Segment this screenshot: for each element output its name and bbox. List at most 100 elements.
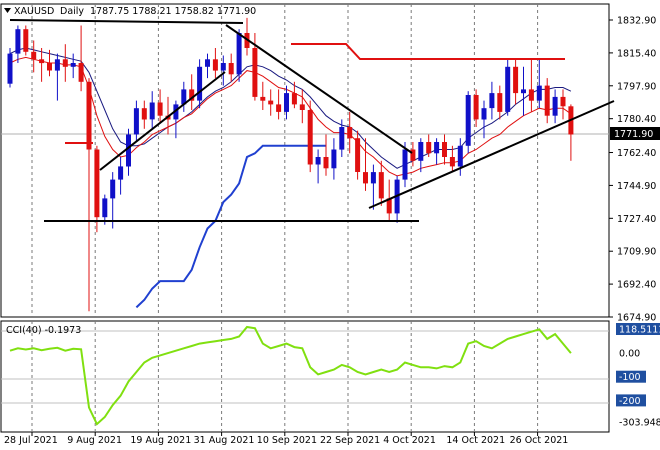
candle-body xyxy=(205,59,210,67)
candle-body xyxy=(31,51,37,60)
y-tick-label: 1692.40 xyxy=(617,280,656,291)
candle-body xyxy=(378,172,384,199)
header-ohlc: 1787.75 1788.21 1758.82 1771.90 xyxy=(90,6,256,17)
y-tick-label: 1709.90 xyxy=(617,247,656,258)
x-tick-label: 19 Aug 2021 xyxy=(130,435,191,446)
candle-body xyxy=(252,48,258,97)
x-axis-ticks: 28 Jul 2021 9 Aug 2021 19 Aug 2021 31 Aug 2… xyxy=(4,432,568,446)
cci-y-axis-ticks: 118.5111 0.00 -100 -200 -303.9481 xyxy=(616,323,660,429)
candle-body xyxy=(47,63,52,71)
rising-trendline-october xyxy=(368,100,615,209)
candle-body xyxy=(291,93,297,105)
candle-body xyxy=(189,89,195,101)
cci-plot-frame xyxy=(0,320,610,433)
x-tick-label: 10 Sep 2021 xyxy=(257,435,317,446)
candle-body xyxy=(39,59,45,64)
x-tick-label: 9 Aug 2021 xyxy=(67,435,122,446)
candle-body xyxy=(331,149,337,169)
x-tick-label: 28 Jul 2021 xyxy=(4,435,58,446)
candle-body xyxy=(181,89,187,105)
y-tick-label: 1674.90 xyxy=(617,313,656,324)
candle-body xyxy=(552,96,558,116)
header-symbol: XAUUSD xyxy=(14,6,54,17)
candle-body xyxy=(149,102,155,120)
candle-body xyxy=(465,95,471,146)
candle-body xyxy=(528,89,534,101)
candle-body xyxy=(426,142,432,154)
candle-body xyxy=(442,142,447,157)
resistance-top-left-line xyxy=(9,19,244,24)
current-price-tag xyxy=(610,127,660,140)
ma-slow-line xyxy=(9,47,572,169)
candle-body xyxy=(78,63,84,82)
cci-reference-lines xyxy=(1,133,609,404)
candle-body xyxy=(410,149,416,161)
candle-body xyxy=(212,59,218,71)
candle-body xyxy=(315,157,321,165)
y-tick-label: 1797.90 xyxy=(617,81,656,92)
candle-body xyxy=(544,85,550,116)
candle-body xyxy=(228,63,234,75)
candle-body xyxy=(560,96,566,107)
candle-body xyxy=(363,172,368,184)
x-tick-label: 4 Oct 2021 xyxy=(383,435,436,446)
candle-body xyxy=(386,198,392,214)
cci-tick-box xyxy=(616,370,646,383)
candle-body xyxy=(220,63,226,71)
x-tick-label: 26 Oct 2021 xyxy=(510,435,569,446)
cci-tick-label: -100 xyxy=(619,372,641,383)
candle-body xyxy=(402,149,408,180)
candle-body xyxy=(7,53,13,84)
y-tick-label: 1815.40 xyxy=(617,48,656,59)
drawn-trendlines xyxy=(9,19,615,222)
candle-body xyxy=(54,59,60,71)
cci-tick-box xyxy=(616,323,660,335)
candle-body xyxy=(355,138,361,172)
candle-body xyxy=(133,108,139,135)
candle-body xyxy=(141,108,147,120)
candle-body xyxy=(449,157,455,167)
candle-body xyxy=(521,89,526,94)
symbol-dropdown-icon xyxy=(4,8,11,13)
candle-body xyxy=(489,93,495,109)
candle-body xyxy=(339,127,345,150)
candle-body xyxy=(236,33,242,75)
header-timeframe: Daily xyxy=(60,6,84,17)
candle-body xyxy=(260,96,266,101)
candle-body xyxy=(323,157,329,169)
x-tick-label: 31 Aug 2021 xyxy=(194,435,255,446)
candle-body xyxy=(457,145,463,167)
candle-body xyxy=(110,179,116,199)
cci-tick-label: -303.9481 xyxy=(619,418,660,429)
cci-line xyxy=(9,325,572,426)
y-tick-label: 1744.90 xyxy=(617,181,656,192)
candle-body xyxy=(497,93,503,112)
candle-body xyxy=(347,127,353,139)
y-axis-ticks: 1832.90 1815.40 1797.90 1780.40 1762.40 1744.… xyxy=(609,16,656,324)
candle-body xyxy=(102,198,108,218)
y-tick-label: 1780.40 xyxy=(617,114,656,125)
cci-tick-box xyxy=(616,394,646,407)
candle-body xyxy=(94,149,100,218)
cci-title: CCI(40) -0.1973 xyxy=(6,325,81,336)
overlay-lines xyxy=(9,47,572,309)
candle-body xyxy=(86,81,92,150)
trend-ma-line xyxy=(135,144,326,309)
candle-body xyxy=(505,66,511,112)
candle-body xyxy=(276,104,282,112)
candle-body xyxy=(307,110,313,165)
main-plot-frame xyxy=(0,3,610,318)
candle-body xyxy=(434,142,440,154)
falling-trendline-september xyxy=(225,24,413,154)
candle-body xyxy=(197,66,203,101)
y-tick-label: 1727.40 xyxy=(617,214,656,225)
candle-body xyxy=(15,29,21,54)
y-tick-label: 1832.90 xyxy=(617,16,656,27)
x-tick-label: 14 Oct 2021 xyxy=(446,435,505,446)
candle-body xyxy=(299,104,305,110)
candle-body xyxy=(173,104,179,120)
y-tick-label: 1762.40 xyxy=(617,148,656,159)
cci-tick-label: -200 xyxy=(619,396,641,407)
